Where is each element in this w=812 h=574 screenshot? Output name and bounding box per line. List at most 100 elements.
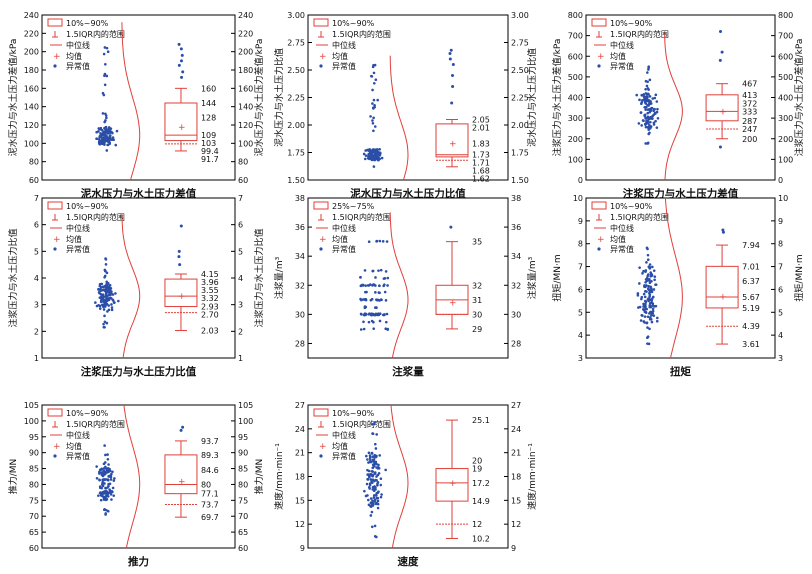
box-value-label: 1.68 (472, 167, 490, 176)
data-point (643, 321, 646, 324)
data-point (654, 304, 658, 308)
data-point (647, 279, 651, 282)
y-tick-label-right: 105 (238, 401, 253, 410)
y-tick-label: 2.50 (287, 66, 305, 75)
y-tick-label: 65 (29, 528, 39, 537)
y-tick-label-right: 6 (238, 221, 243, 230)
box-value-label: 17.2 (472, 479, 490, 488)
data-point (95, 137, 98, 141)
panel-title: 泥水压力与水土压力差值 (81, 187, 197, 200)
data-point (380, 493, 383, 496)
data-point (105, 74, 109, 78)
data-point (102, 134, 105, 137)
outlier-point (449, 225, 453, 229)
mean-marker: + (719, 107, 727, 117)
data-point (644, 311, 648, 314)
box-value-label: 6.37 (742, 277, 760, 286)
data-point (644, 142, 648, 145)
data-point (375, 153, 379, 156)
data-point (370, 158, 374, 162)
data-point (102, 492, 105, 495)
outlier-point (721, 230, 725, 234)
data-point (363, 298, 367, 301)
data-point (652, 109, 655, 113)
data-point (645, 105, 648, 109)
legend-label: 1.5IQR内的范围 (66, 419, 125, 429)
data-point (107, 308, 111, 312)
y-tick-label: 100 (24, 417, 39, 426)
data-point (106, 486, 109, 489)
y-tick-label: 180 (24, 66, 39, 75)
box-value-label: 20 (472, 457, 482, 466)
data-point (111, 136, 115, 139)
data-point (105, 138, 108, 142)
data-point (369, 313, 373, 317)
data-point (376, 502, 380, 506)
data-point (366, 498, 370, 502)
data-point (643, 308, 646, 312)
y-tick-label: 2.25 (287, 94, 305, 103)
data-point (650, 273, 654, 276)
data-point (372, 422, 376, 426)
box-value-label: 25.1 (472, 416, 490, 425)
panel-title: 速度 (398, 555, 419, 568)
legend-label: 中位线 (332, 40, 356, 50)
data-point (100, 282, 104, 286)
y-tick-label-right: 90 (238, 449, 248, 458)
data-point (644, 108, 647, 111)
y-tick-label: 24 (295, 425, 305, 434)
data-point (375, 433, 379, 436)
y-tick-label-right: 200 (778, 135, 793, 144)
box-value-label: 4.39 (742, 322, 760, 331)
y-tick-label-right: 7 (238, 194, 243, 203)
data-point (100, 486, 104, 490)
data-point (381, 313, 385, 317)
data-point (105, 116, 108, 120)
data-point (103, 326, 106, 329)
box-value-label: 31 (472, 296, 482, 305)
y-tick-label: 300 (568, 114, 583, 123)
panel-title: 扭矩 (670, 365, 691, 378)
y-axis-label-right: 速度/mm·min⁻¹ (526, 443, 538, 510)
distribution-curve (123, 404, 141, 549)
data-point (643, 295, 647, 299)
data-point (370, 510, 374, 514)
data-point (654, 93, 658, 97)
data-point (103, 143, 106, 146)
data-point (655, 319, 659, 323)
data-point (103, 507, 106, 511)
data-point (372, 327, 376, 330)
data-point (372, 116, 375, 120)
data-point (367, 284, 371, 287)
data-point (644, 87, 647, 91)
data-point (375, 535, 378, 539)
distribution-curve (121, 22, 141, 181)
data-point (371, 432, 374, 435)
data-point (646, 111, 649, 115)
data-point (105, 271, 109, 275)
y-tick-label: 27 (295, 401, 305, 410)
data-point (100, 494, 104, 497)
y-tick-label-right: 700 (778, 32, 793, 41)
legend-label: 异常值 (66, 244, 90, 254)
box-value-label: 467 (742, 80, 757, 89)
data-point (643, 315, 647, 318)
y-tick-label-right: 18 (511, 473, 521, 482)
data-point (647, 65, 651, 68)
legend-outlier-swatch (53, 247, 57, 251)
data-point (365, 482, 369, 486)
y-tick-label-right: 27 (511, 401, 521, 410)
data-point (379, 483, 383, 487)
legend-outlier-swatch (597, 64, 601, 68)
data-point (372, 98, 376, 102)
data-point (384, 468, 387, 472)
legend-label: 均值 (66, 234, 82, 244)
box-value-label: 1.73 (472, 151, 490, 160)
data-point (375, 479, 378, 482)
y-tick-label: 75 (29, 496, 39, 505)
data-point (371, 65, 375, 69)
box-value-label: 7.94 (742, 241, 760, 250)
y-tick-label: 5 (578, 308, 583, 317)
data-point (372, 165, 376, 168)
